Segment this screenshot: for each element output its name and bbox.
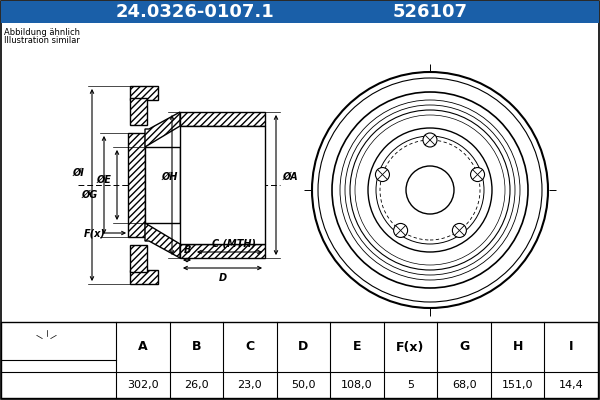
Text: ØA: ØA [282,172,298,182]
Circle shape [423,133,437,147]
Text: I: I [569,340,574,354]
Circle shape [32,327,61,355]
Text: B: B [191,340,201,354]
Circle shape [41,378,44,380]
Bar [1,322,598,398]
Circle shape [44,338,49,344]
Circle shape [406,166,454,214]
Text: Illustration similar: Illustration similar [4,36,80,45]
Circle shape [46,375,55,383]
Text: 5: 5 [407,380,414,390]
Text: 108,0: 108,0 [341,380,373,390]
Text: A: A [138,340,148,354]
Polygon shape [145,112,180,147]
Circle shape [368,128,492,252]
Bar [128,133,145,237]
Text: F(x): F(x) [84,228,106,238]
Circle shape [53,384,56,387]
Text: D: D [218,273,227,283]
Text: G: G [459,340,469,354]
Circle shape [312,72,548,308]
Text: 151,0: 151,0 [502,380,533,390]
Text: 526107: 526107 [392,3,467,21]
Text: 302,0: 302,0 [127,380,158,390]
Text: C: C [245,340,254,354]
Bar [145,147,180,223]
Text: 5X: 5X [427,226,437,234]
Text: 68,0: 68,0 [452,380,476,390]
Text: B: B [184,245,191,255]
Bar [130,98,147,125]
Bar [130,86,158,100]
Text: H: H [512,340,523,354]
Text: 24.0326-0107.1: 24.0326-0107.1 [116,3,274,21]
Bar [1,1,599,23]
Text: ØH: ØH [162,172,178,182]
Bar [130,270,158,284]
Text: Ø6,7: Ø6,7 [422,218,442,226]
Text: 26,0: 26,0 [184,380,209,390]
Bar [180,112,265,126]
Circle shape [53,371,56,374]
Bar [180,244,265,258]
Text: ØE: ØE [96,175,111,185]
Circle shape [452,224,466,238]
Bar [180,126,265,244]
Text: D: D [298,340,308,354]
Text: E: E [353,340,361,354]
Text: F(x): F(x) [397,340,425,354]
Bar [130,245,147,272]
Text: 14,4: 14,4 [559,380,584,390]
Text: Abbildung ähnlich: Abbildung ähnlich [4,28,80,37]
Circle shape [394,224,407,238]
Polygon shape [145,223,180,258]
Circle shape [470,168,485,182]
Text: 50,0: 50,0 [291,380,316,390]
Text: C (MTH): C (MTH) [212,238,257,248]
Circle shape [38,367,62,391]
Circle shape [376,168,389,182]
Text: 23,0: 23,0 [238,380,262,390]
Text: ØI: ØI [72,168,84,178]
Text: ØG: ØG [82,190,98,200]
